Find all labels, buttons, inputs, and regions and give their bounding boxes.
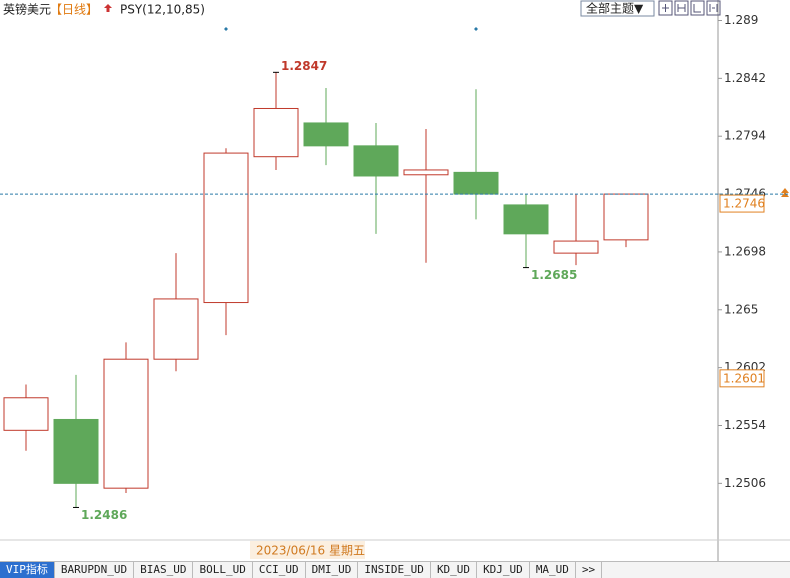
period[interactable]: 【日线】 <box>50 3 98 17</box>
indicator-tab[interactable]: BARUPDN_UD <box>55 562 135 578</box>
extreme-label: 1.2486 <box>81 508 127 522</box>
price-label: 1.2746 <box>723 197 765 211</box>
candle-body <box>403 169 449 176</box>
toolbar-icons[interactable] <box>658 0 721 16</box>
crosshair-date: 2023/06/16 星期五 <box>256 544 365 558</box>
symbol-title: 英镑美元 <box>3 2 51 17</box>
indicator-tab[interactable]: VIP指标 <box>0 562 55 578</box>
indicator[interactable]: PSY(12,10,85) <box>120 3 205 17</box>
y-tick-label: 1.2842 <box>724 71 766 85</box>
candle-body <box>453 171 499 195</box>
y-tick-label: 1.2794 <box>724 129 766 143</box>
price-label: 1.2601 <box>723 371 765 385</box>
indicator-tab[interactable]: DMI_UD <box>306 562 359 578</box>
candle-body <box>203 152 249 304</box>
price-label-box <box>719 369 765 388</box>
indicator-tab[interactable]: >> <box>576 562 603 578</box>
price-label-box <box>719 194 765 213</box>
date-box <box>250 541 365 559</box>
indicator-tabs: VIP指标 BARUPDN_UD BIAS_UD BOLL_UD CCI_UD DMI_U… <box>0 561 790 578</box>
price-arrow <box>781 188 789 197</box>
extreme-label: 1.2685 <box>531 268 577 282</box>
candle-body <box>603 193 649 241</box>
indicator-icon <box>104 4 112 12</box>
y-tick-label: 1.289 <box>724 13 758 27</box>
extreme-label: 1.2847 <box>281 59 327 73</box>
chart: 英镑美元 【日线】 PSY(12,10,85) 全部主题▼ 2023/06/16… <box>0 0 790 561</box>
candle-body <box>153 298 199 360</box>
indicator-tab[interactable]: INSIDE_UD <box>358 562 431 578</box>
theme-button-label[interactable]: 全部主题▼ <box>586 1 644 16</box>
candle-body <box>103 358 149 489</box>
candle-body <box>353 145 399 177</box>
y-tick-label: 1.2554 <box>724 418 766 432</box>
candle-body <box>303 122 349 147</box>
indicator-tab[interactable]: MA_UD <box>530 562 576 578</box>
theme-button[interactable] <box>580 0 655 17</box>
candle-body <box>553 240 599 254</box>
indicator-tab[interactable]: KD_UD <box>431 562 478 578</box>
y-tick-label: 1.265 <box>724 302 758 316</box>
candle-body <box>503 204 549 235</box>
indicator-tab[interactable]: BOLL_UD <box>193 562 253 578</box>
y-tick-label: 1.2698 <box>724 244 766 258</box>
candle-body <box>53 418 99 484</box>
indicator-tab[interactable]: BIAS_UD <box>134 562 194 578</box>
y-tick-label: 1.2506 <box>724 476 766 490</box>
indicator-tab[interactable]: KDJ_UD <box>477 562 530 578</box>
indicator-tab[interactable]: CCI_UD <box>253 562 306 578</box>
candle-body <box>253 107 299 158</box>
candle-body <box>3 397 49 431</box>
